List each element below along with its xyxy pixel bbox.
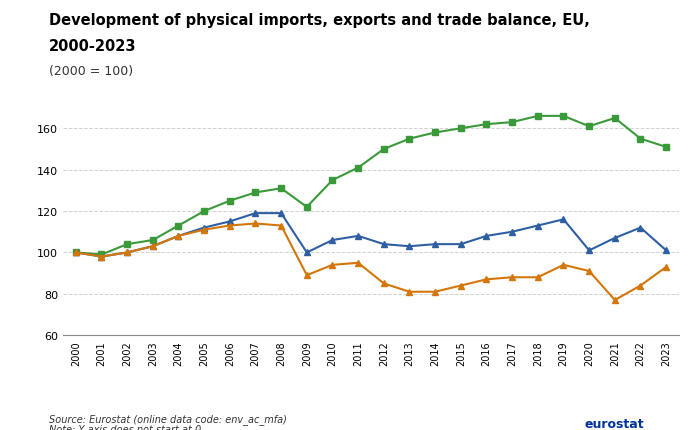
Trade balance xyxy=(200,227,209,233)
Exports xyxy=(482,122,491,127)
Imports xyxy=(277,211,286,216)
Exports xyxy=(302,205,311,210)
Trade balance xyxy=(302,273,311,278)
Text: (2000 = 100): (2000 = 100) xyxy=(49,64,133,77)
Imports xyxy=(456,242,465,247)
Trade balance xyxy=(148,244,157,249)
Trade balance xyxy=(508,275,517,280)
Trade balance xyxy=(354,261,363,266)
Imports xyxy=(123,250,132,255)
Imports xyxy=(97,255,106,260)
Imports xyxy=(328,238,337,243)
Trade balance xyxy=(482,277,491,282)
Text: Development of physical imports, exports and trade balance, EU,: Development of physical imports, exports… xyxy=(49,13,590,28)
Trade balance xyxy=(662,265,671,270)
Exports xyxy=(328,178,337,183)
Text: Note: Y axis does not start at 0: Note: Y axis does not start at 0 xyxy=(49,424,202,430)
Exports xyxy=(71,250,80,255)
Legend: Exports, Imports, Trade balance: Exports, Imports, Trade balance xyxy=(187,424,494,430)
Exports xyxy=(533,114,542,119)
Text: eurostat: eurostat xyxy=(584,417,644,430)
Imports xyxy=(200,225,209,230)
Trade balance xyxy=(97,255,106,260)
Exports xyxy=(559,114,568,119)
Trade balance xyxy=(456,283,465,289)
Imports xyxy=(482,234,491,239)
Trade balance xyxy=(251,221,260,227)
Trade balance xyxy=(328,263,337,268)
Line: Trade balance: Trade balance xyxy=(73,221,669,303)
Text: Source: Eurostat (online data code: env_ac_mfa): Source: Eurostat (online data code: env_… xyxy=(49,413,287,424)
Trade balance xyxy=(431,289,440,295)
Imports xyxy=(174,234,183,239)
Exports xyxy=(379,147,388,152)
Imports xyxy=(431,242,440,247)
Trade balance xyxy=(174,234,183,239)
Exports xyxy=(662,145,671,150)
Trade balance xyxy=(225,224,234,229)
Trade balance xyxy=(405,289,414,295)
Imports xyxy=(148,244,157,249)
Exports xyxy=(636,137,645,142)
Exports xyxy=(354,166,363,171)
Trade balance xyxy=(379,281,388,286)
Exports xyxy=(225,199,234,204)
Imports xyxy=(662,248,671,253)
Exports xyxy=(251,190,260,196)
Imports xyxy=(636,225,645,230)
Imports xyxy=(225,219,234,224)
Exports xyxy=(174,224,183,229)
Line: Exports: Exports xyxy=(73,114,669,258)
Exports xyxy=(610,116,619,121)
Exports xyxy=(123,242,132,247)
Imports xyxy=(354,234,363,239)
Exports xyxy=(200,209,209,214)
Exports xyxy=(405,137,414,142)
Imports xyxy=(302,250,311,255)
Trade balance xyxy=(636,283,645,289)
Imports xyxy=(71,250,80,255)
Imports xyxy=(559,217,568,222)
Imports xyxy=(405,244,414,249)
Line: Imports: Imports xyxy=(73,211,669,260)
Exports xyxy=(431,131,440,136)
Trade balance xyxy=(123,250,132,255)
Trade balance xyxy=(559,263,568,268)
Trade balance xyxy=(610,298,619,303)
Imports xyxy=(379,242,388,247)
Exports xyxy=(148,238,157,243)
Trade balance xyxy=(277,224,286,229)
Exports xyxy=(585,124,594,129)
Exports xyxy=(456,126,465,132)
Imports xyxy=(251,211,260,216)
Imports xyxy=(585,248,594,253)
Exports xyxy=(97,252,106,258)
Trade balance xyxy=(71,250,80,255)
Imports xyxy=(508,230,517,235)
Exports xyxy=(277,186,286,191)
Trade balance xyxy=(533,275,542,280)
Text: 2000-2023: 2000-2023 xyxy=(49,39,136,54)
Imports xyxy=(533,224,542,229)
Trade balance xyxy=(585,269,594,274)
Exports xyxy=(508,120,517,126)
Imports xyxy=(610,236,619,241)
